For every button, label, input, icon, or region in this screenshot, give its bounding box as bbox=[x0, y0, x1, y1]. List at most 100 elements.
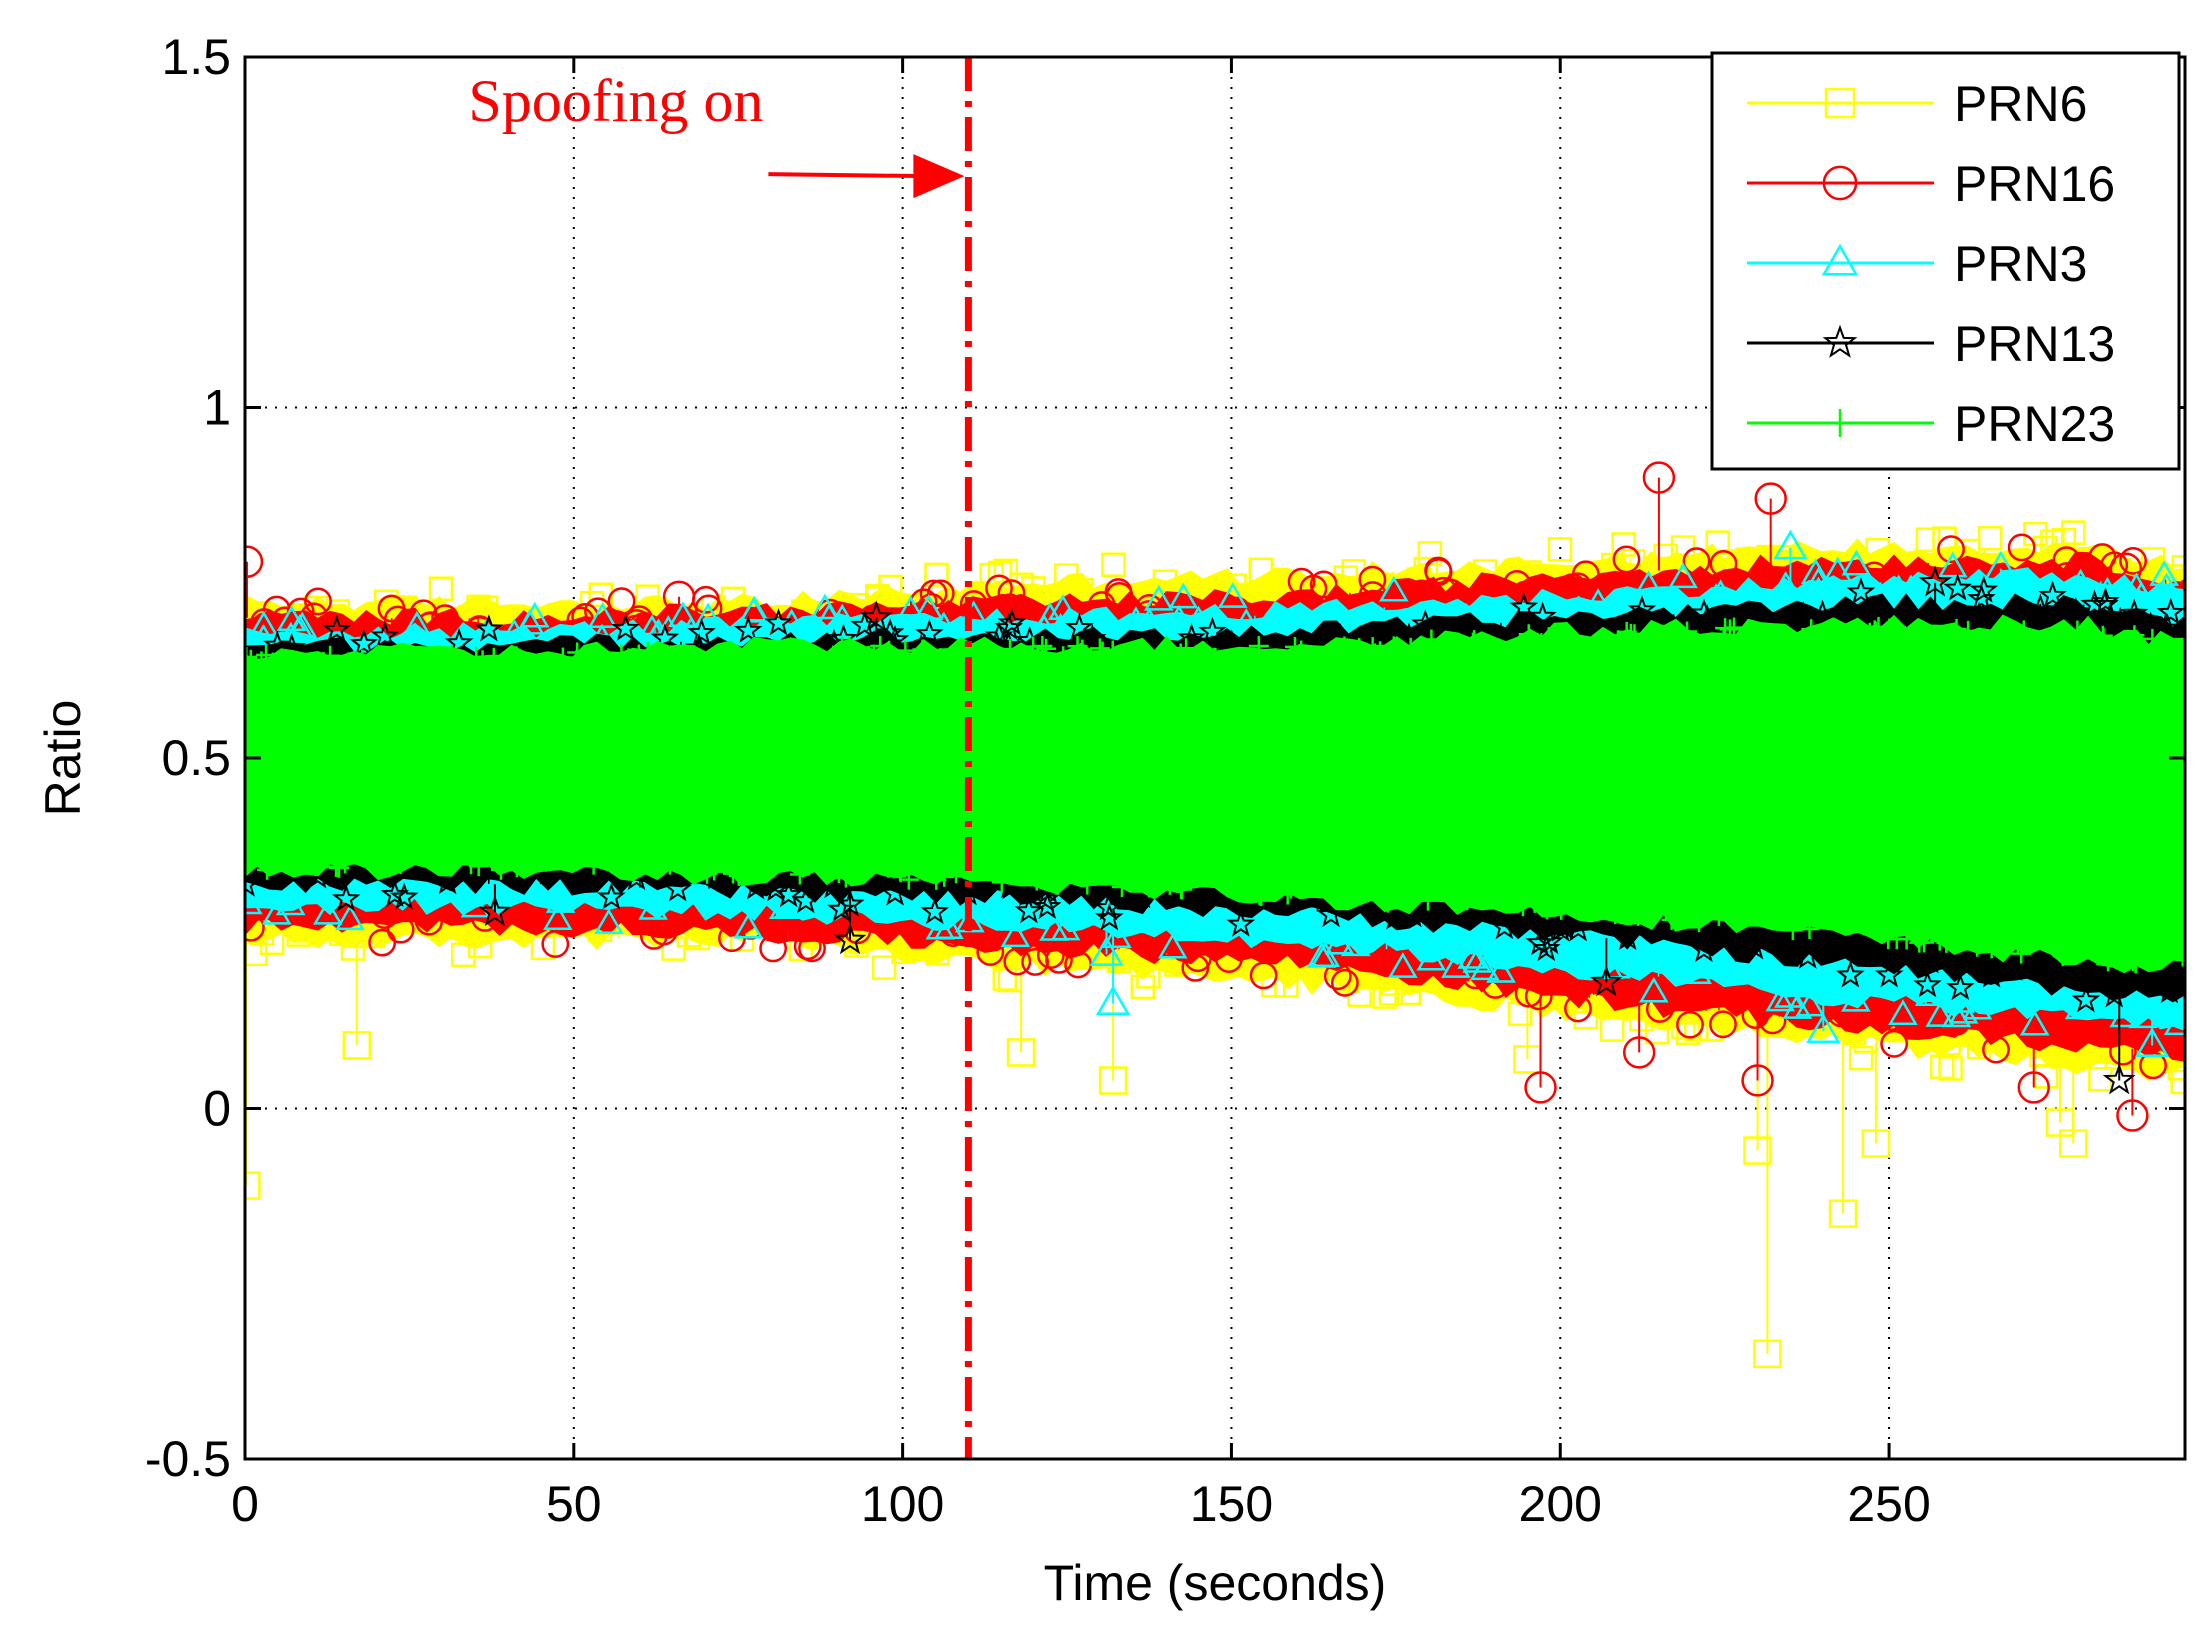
data-marker bbox=[322, 614, 352, 643]
data-marker bbox=[402, 654, 423, 675]
data-marker bbox=[2156, 597, 2185, 626]
data-marker bbox=[402, 610, 432, 637]
data-marker bbox=[2099, 980, 2129, 1008]
data-marker bbox=[1989, 628, 2010, 649]
data-marker bbox=[1799, 918, 1820, 939]
data-marker bbox=[2151, 572, 2182, 599]
data-marker bbox=[2080, 589, 2109, 617]
legend-marker bbox=[1824, 87, 1856, 119]
y-tick-label: -0.5 bbox=[145, 1431, 231, 1487]
data-marker bbox=[1258, 878, 1279, 899]
data-marker bbox=[1226, 909, 1256, 937]
data-marker bbox=[1880, 1029, 1909, 1058]
data-marker bbox=[2019, 1009, 2050, 1036]
data-marker bbox=[1627, 595, 1657, 623]
data-marker bbox=[832, 636, 853, 657]
data-marker bbox=[1867, 934, 1896, 963]
data-marker bbox=[1424, 556, 1452, 585]
outlier-marker bbox=[1983, 550, 2018, 581]
data-marker bbox=[2109, 947, 2130, 968]
data-marker bbox=[1368, 885, 1389, 906]
data-marker bbox=[1868, 616, 1889, 637]
data-marker bbox=[1139, 877, 1160, 898]
data-marker bbox=[1341, 930, 1371, 957]
series-band-prn23 bbox=[245, 614, 2185, 974]
data-marker bbox=[2091, 586, 2120, 615]
data-marker bbox=[1677, 621, 1698, 642]
data-marker bbox=[1661, 909, 1682, 930]
data-marker bbox=[992, 966, 1018, 991]
data-marker bbox=[720, 586, 746, 612]
data-marker bbox=[1878, 929, 1899, 950]
data-marker bbox=[1902, 940, 1932, 968]
data-marker bbox=[2109, 1001, 2140, 1028]
data-marker bbox=[584, 597, 612, 626]
data-marker bbox=[1021, 948, 1050, 976]
data-marker bbox=[774, 879, 803, 908]
data-marker bbox=[1969, 575, 1999, 603]
legend-entry-prn16: PRN16 bbox=[1747, 156, 2115, 212]
data-marker bbox=[1640, 899, 1661, 920]
data-marker bbox=[2098, 951, 2119, 972]
data-marker bbox=[284, 613, 315, 640]
data-marker bbox=[1482, 925, 1513, 952]
data-marker bbox=[1277, 884, 1298, 905]
legend-marker bbox=[1822, 324, 1858, 358]
data-marker bbox=[1612, 545, 1641, 574]
data-marker bbox=[1121, 606, 1151, 632]
data-marker bbox=[760, 639, 781, 660]
data-marker bbox=[1793, 941, 1823, 969]
data-marker bbox=[733, 912, 764, 939]
data-marker bbox=[448, 653, 469, 674]
data-marker bbox=[1808, 599, 1837, 627]
data-marker bbox=[1682, 958, 1712, 984]
data-marker bbox=[1305, 905, 1336, 932]
data-marker bbox=[1464, 630, 1485, 651]
data-marker bbox=[444, 628, 474, 656]
data-marker bbox=[1803, 566, 1834, 593]
data-marker bbox=[1164, 604, 1194, 631]
outlier-marker bbox=[2023, 593, 2057, 625]
y-tick-label: 0.5 bbox=[161, 730, 231, 786]
data-marker bbox=[1564, 994, 1592, 1023]
data-marker bbox=[471, 618, 501, 645]
data-marker bbox=[2067, 620, 2088, 641]
legend-label: PRN6 bbox=[1954, 76, 2087, 132]
data-marker bbox=[1176, 638, 1197, 659]
data-marker bbox=[1324, 928, 1355, 955]
data-marker bbox=[2125, 953, 2146, 974]
data-marker bbox=[466, 646, 487, 667]
data-marker bbox=[661, 645, 682, 666]
data-marker bbox=[1198, 616, 1227, 644]
data-marker bbox=[304, 587, 332, 616]
data-marker bbox=[2121, 572, 2152, 599]
data-marker bbox=[1727, 902, 1748, 923]
data-marker bbox=[1715, 618, 1736, 639]
data-marker bbox=[1089, 638, 1110, 659]
data-marker bbox=[976, 938, 1005, 966]
data-marker bbox=[1698, 918, 1728, 946]
data-marker bbox=[1966, 1034, 1992, 1060]
data-marker bbox=[419, 653, 440, 674]
data-marker bbox=[368, 928, 397, 957]
data-marker bbox=[637, 614, 667, 641]
data-marker bbox=[248, 610, 279, 637]
data-marker bbox=[1287, 567, 1316, 596]
data-marker bbox=[1048, 594, 1078, 620]
data-marker bbox=[1205, 647, 1226, 668]
legend-label: PRN13 bbox=[1954, 316, 2115, 372]
data-marker bbox=[2170, 1069, 2185, 1095]
data-marker bbox=[1106, 948, 1132, 974]
data-marker bbox=[1879, 618, 1900, 639]
data-marker bbox=[596, 882, 626, 910]
data-marker bbox=[1914, 932, 1935, 953]
data-marker bbox=[1421, 629, 1442, 650]
data-marker bbox=[1045, 613, 1076, 639]
data-marker bbox=[1863, 625, 1884, 646]
data-marker bbox=[934, 866, 955, 887]
data-marker bbox=[1054, 563, 1079, 588]
outlier-marker bbox=[1741, 1064, 1774, 1097]
data-marker bbox=[997, 579, 1026, 608]
data-marker bbox=[878, 574, 903, 600]
outlier-marker bbox=[1524, 1071, 1557, 1104]
